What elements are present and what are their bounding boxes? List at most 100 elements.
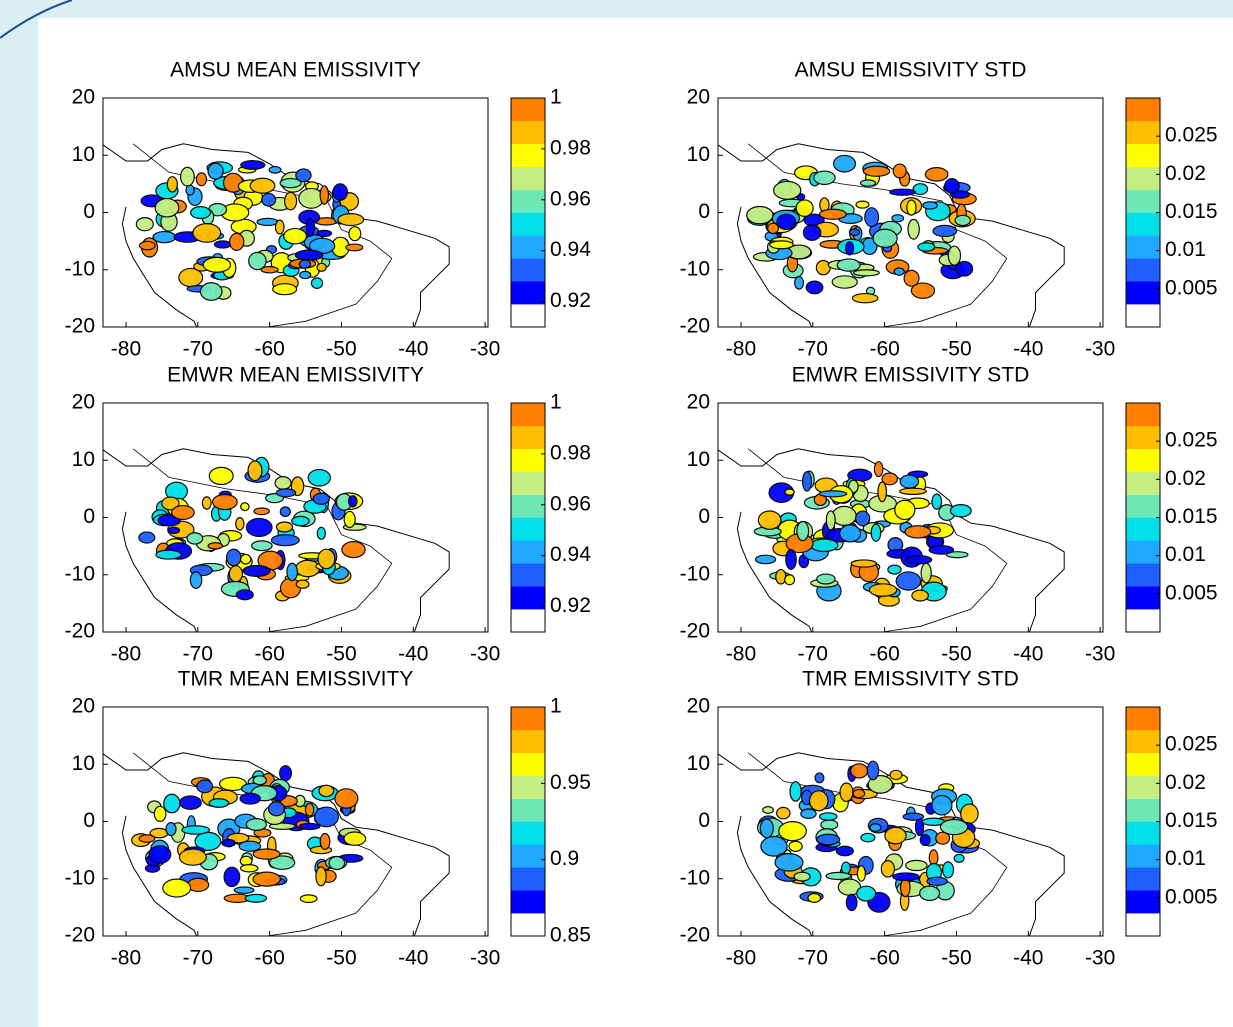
emissivity-patch (201, 496, 212, 510)
emissivity-patch (813, 170, 836, 186)
emissivity-patch (307, 468, 332, 487)
colorbar-band (511, 913, 545, 937)
y-tick-label: -10 (65, 257, 95, 280)
colorbar-band (1126, 212, 1160, 236)
y-tick-label: 0 (83, 200, 95, 223)
emissivity-patch (161, 496, 180, 511)
colorbar-tick-label: 0.9 (550, 847, 579, 870)
emissivity-patch (852, 269, 880, 277)
emissivity-patch (767, 222, 780, 235)
y-tick-label: -20 (680, 924, 710, 947)
emissivity-patch (235, 517, 245, 531)
emissivity-patch (818, 490, 848, 498)
emissivity-patch (814, 772, 825, 784)
emissivity-patch (775, 568, 787, 585)
emissivity-patch (922, 201, 938, 210)
colorbar-band (1126, 517, 1160, 541)
coastline (736, 206, 813, 327)
colorbar-band (511, 120, 545, 145)
y-tick-label: 20 (72, 391, 95, 414)
colorbar-band (1126, 166, 1160, 190)
emissivity-patch (279, 765, 293, 782)
emissivity-patch (208, 466, 234, 486)
colorbar-frame (510, 97, 546, 328)
colorbar-band (1126, 235, 1160, 259)
colorbar-band (511, 98, 545, 122)
emissivity-patch (839, 524, 862, 543)
emissivity-patch (759, 818, 774, 839)
colorbar-tick-label: 0.94 (550, 543, 591, 566)
emissivity-patch (235, 589, 254, 601)
emissivity-patch (196, 779, 214, 794)
emissivity-patch (859, 179, 877, 187)
emissivity-patch (337, 213, 365, 227)
emissivity-patch (162, 878, 192, 898)
colorbar-band (511, 821, 545, 845)
emissivity-patch (316, 262, 327, 272)
emissivity-patch (186, 532, 204, 545)
coastline (121, 815, 198, 936)
coastline (103, 752, 450, 936)
emissivity-patch (762, 806, 774, 814)
colorbar-tick-label: 0.94 (550, 238, 591, 261)
emissivity-patch (345, 243, 364, 252)
emissivity-patch (167, 526, 181, 535)
emissivity-patch (894, 499, 916, 521)
colorbar-band (511, 494, 545, 518)
emissivity-patch (242, 564, 271, 577)
y-tick-label: -20 (680, 620, 710, 643)
emissivity-patch (919, 885, 941, 902)
x-tick-label: -30 (1085, 947, 1115, 970)
colorbar-band (1126, 143, 1160, 167)
colorbar-band (511, 729, 545, 754)
emissivity-patch (163, 793, 181, 814)
emissivity-patch (179, 166, 195, 187)
emissivity-patch (793, 871, 811, 882)
colorbar-tick-label: 0.005 (1165, 581, 1218, 604)
colorbar-band (511, 798, 545, 822)
y-tick-label: 0 (698, 200, 710, 223)
emissivity-patch (939, 818, 969, 836)
colorbar-band (511, 707, 545, 731)
emissivity-patch (906, 199, 917, 216)
emissivity-patch (844, 241, 855, 256)
emissivity-patch (185, 184, 195, 196)
x-tick-label: -30 (1085, 338, 1115, 361)
emissivity-patch (757, 510, 782, 530)
coastline (736, 511, 813, 632)
x-tick-label: -30 (470, 643, 500, 666)
colorbar-band (1126, 448, 1160, 472)
emissivity-patch (252, 871, 281, 887)
colorbar-band (511, 166, 545, 190)
colorbar-tick-label: 1 (550, 391, 562, 414)
emissivity-patch (208, 798, 230, 808)
x-tick-label: -50 (326, 947, 356, 970)
emissivity-patch (778, 821, 807, 842)
emissivity-patch (848, 228, 861, 237)
emissivity-patch (924, 167, 949, 182)
emissivity-patch (240, 160, 266, 170)
colorbar-tick-label: 1 (550, 695, 562, 718)
y-tick-label: 20 (72, 86, 95, 109)
x-tick-label: -80 (726, 643, 756, 666)
emissivity-patch (286, 562, 298, 582)
coastline (736, 815, 813, 936)
chart-title: EMWR EMISSIVITY STD (792, 364, 1030, 387)
chart-title: TMR MEAN EMISSIVITY (178, 668, 414, 691)
emissivity-patch (250, 540, 273, 552)
emissivity-patch (808, 790, 829, 812)
x-tick-label: -50 (326, 338, 356, 361)
chart-title: AMSU EMISSIVITY STD (795, 59, 1027, 82)
colorbar-band (511, 471, 545, 495)
region-outline (132, 448, 393, 632)
emissivity-patch (223, 866, 241, 888)
emissivity-patch (889, 188, 917, 196)
emissivity-patch (319, 185, 330, 205)
y-tick-label: -20 (680, 315, 710, 338)
emissivity-patch (247, 460, 263, 482)
emissivity-patch (310, 277, 324, 289)
emissivity-patch (831, 505, 857, 527)
emissivity-patch (881, 472, 899, 486)
colorbar-band (1126, 403, 1160, 427)
emissivity-patch (825, 871, 852, 881)
